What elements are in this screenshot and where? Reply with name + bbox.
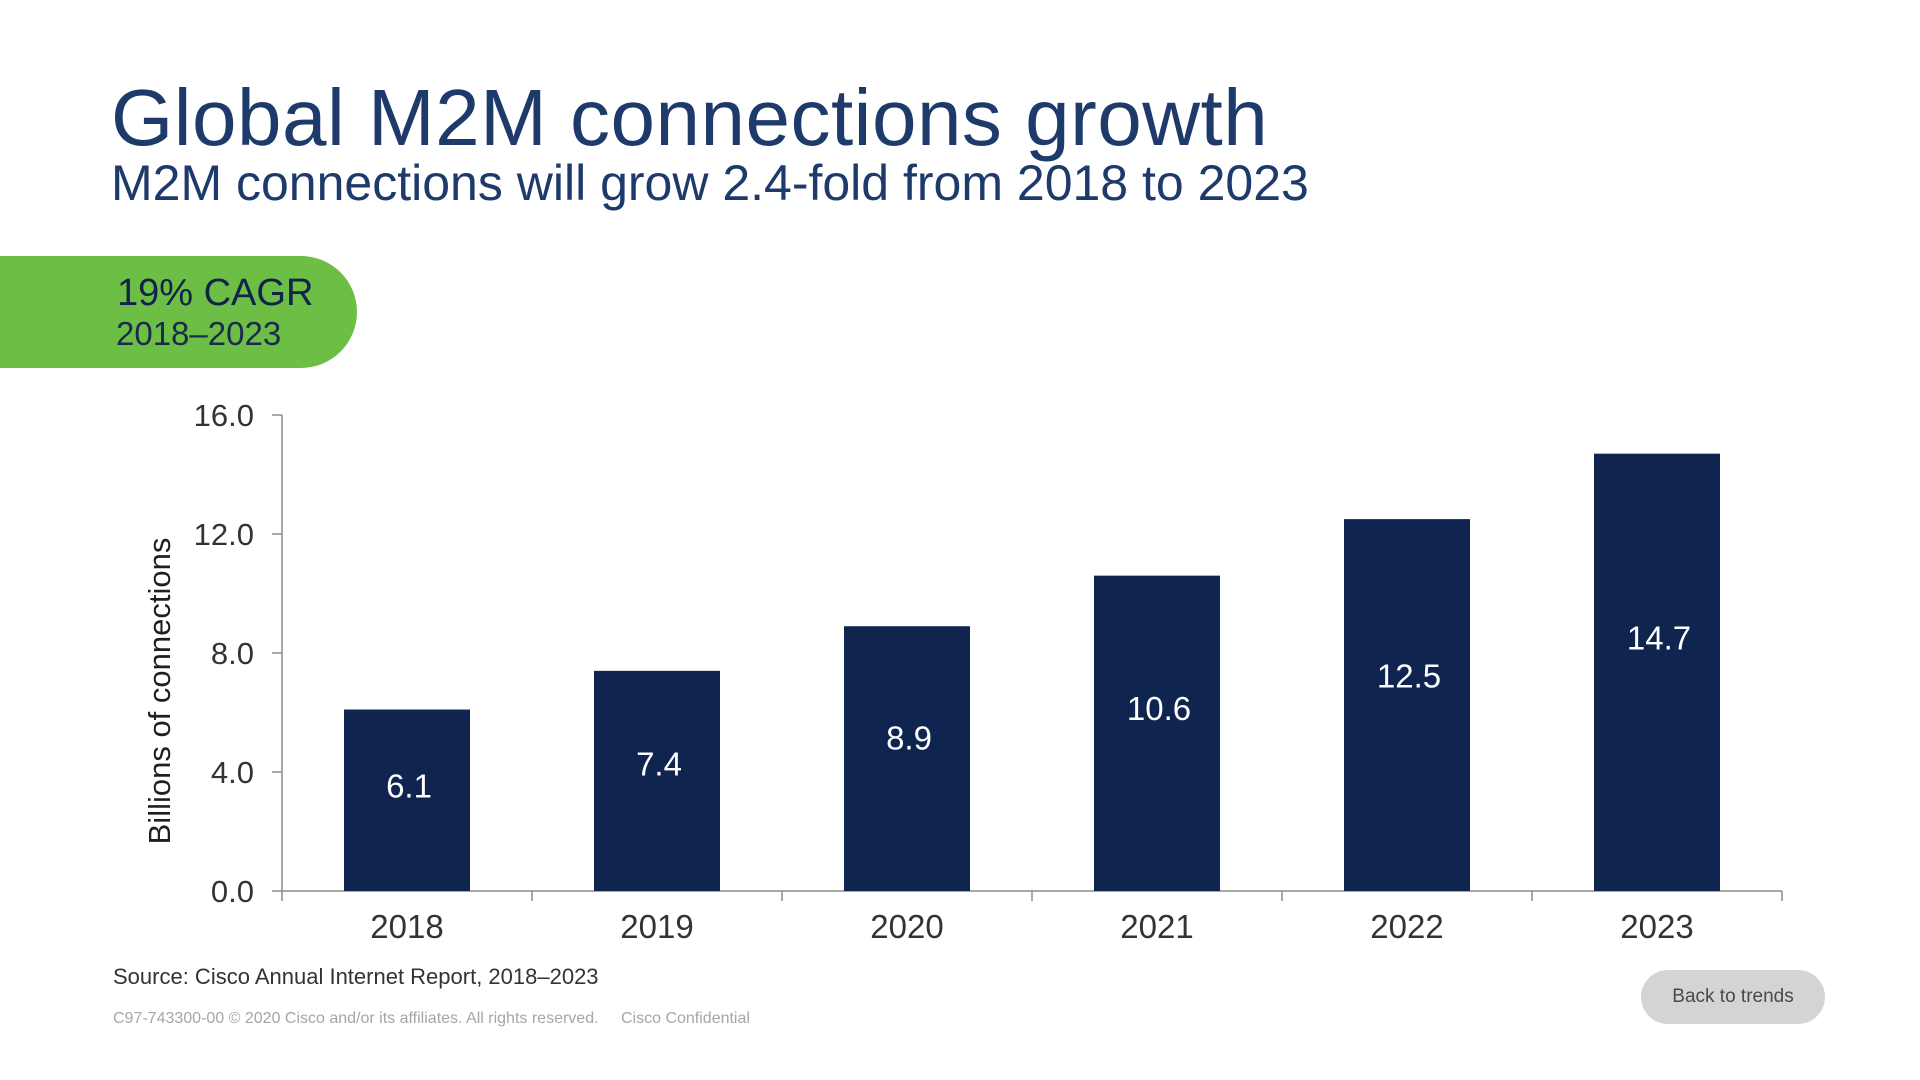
x-tick-label: 2018 <box>370 908 443 945</box>
bar-value-label: 8.9 <box>886 719 932 756</box>
y-tick-label: 12.0 <box>194 517 254 552</box>
bar-value-label: 10.6 <box>1127 690 1191 727</box>
legal-footer: C97-743300-00 © 2020 Cisco and/or its af… <box>113 1011 750 1027</box>
bar <box>1094 575 1220 891</box>
x-tick-label: 2019 <box>620 908 693 945</box>
bar-value-label: 12.5 <box>1377 657 1441 694</box>
bar <box>1594 453 1720 891</box>
cagr-period: 2018–2023 <box>116 315 282 352</box>
cagr-value: 19% CAGR <box>117 272 314 314</box>
x-axis: 2018 2019 2020 2021 2022 2023 <box>281 890 1783 945</box>
y-tick-label: 4.0 <box>211 755 254 790</box>
y-axis: 0.0 4.0 8.0 12.0 16.0 <box>194 398 283 909</box>
cagr-badge: 19% CAGR 2018–2023 <box>0 256 357 368</box>
y-tick-label: 0.0 <box>211 874 254 909</box>
copyright-text: C97-743300-00 © 2020 Cisco and/or its af… <box>113 1010 599 1027</box>
bar-value-label: 6.1 <box>386 768 432 805</box>
bar <box>1344 519 1470 891</box>
x-tick-label: 2020 <box>870 908 943 945</box>
x-tick-label: 2022 <box>1370 908 1443 945</box>
back-to-trends-button[interactable]: Back to trends <box>1641 970 1825 1024</box>
bar <box>344 709 470 891</box>
x-tick-label: 2021 <box>1120 908 1193 945</box>
bar <box>844 626 970 891</box>
slide-title: Global M2M connections growth <box>111 73 1269 162</box>
y-tick-label: 16.0 <box>194 398 254 433</box>
bar-value-label: 7.4 <box>636 745 682 782</box>
confidential-text: Cisco Confidential <box>620 1010 750 1027</box>
y-tick-label: 8.0 <box>211 636 254 671</box>
bar-chart: 0.04.08.012.016.0 2018 2019 2020 2021 2022 20… <box>142 398 1783 945</box>
bars: 6.1 7.4 8.9 10.6 12.5 14.7 <box>344 453 1720 891</box>
bar <box>594 670 720 891</box>
y-axis-label: Billions of connections <box>142 538 177 845</box>
slide-subtitle: M2M connections will grow 2.4-fold from … <box>111 155 1309 211</box>
source-note: Source: Cisco Annual Internet Report, 20… <box>113 964 599 989</box>
x-tick-label: 2023 <box>1620 908 1693 945</box>
bar-value-label: 14.7 <box>1627 619 1691 656</box>
